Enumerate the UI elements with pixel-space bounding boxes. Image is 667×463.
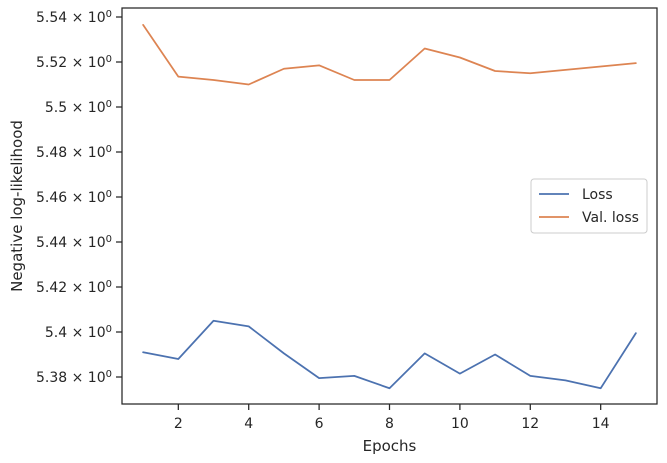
x-tick-label: 8 xyxy=(385,416,394,432)
x-tick-label: 14 xyxy=(592,416,610,432)
series-line-loss xyxy=(142,319,637,390)
plot-area xyxy=(142,23,637,390)
x-tick-label: 6 xyxy=(315,416,324,432)
y-tick-label: 5.38 × 100 xyxy=(36,369,112,387)
axes-frame xyxy=(121,7,658,405)
x-tick-label: 10 xyxy=(451,416,469,432)
x-tick-label: 4 xyxy=(244,416,253,432)
legend-label-loss: Loss xyxy=(582,187,613,203)
x-axis: 2 4 6 8 10 12 14 xyxy=(174,404,610,432)
y-axis-label: Negative log-likelihood xyxy=(8,120,26,292)
x-tick-label: 12 xyxy=(521,416,539,432)
series-line-val-loss xyxy=(142,23,637,86)
y-tick-label: 5.54 × 100 xyxy=(36,9,112,27)
y-tick-label: 5.46 × 100 xyxy=(36,189,112,207)
y-tick-label: 5.48 × 100 xyxy=(36,144,112,162)
legend-box xyxy=(530,178,648,234)
y-tick-label: 5.42 × 100 xyxy=(36,279,112,297)
y-tick-label: 5.4 × 100 xyxy=(45,324,112,342)
y-axis: 5.38 × 100 5.4 × 100 5.42 × 100 5.44 × 100 5… xyxy=(36,9,122,387)
legend: Loss Val. loss xyxy=(530,178,648,234)
x-axis-label: Epochs xyxy=(363,437,417,455)
y-tick-label: 5.44 × 100 xyxy=(36,234,112,252)
y-tick-label: 5.52 × 100 xyxy=(36,54,112,72)
x-tick-label: 2 xyxy=(174,416,183,432)
legend-label-val-loss: Val. loss xyxy=(582,210,639,226)
y-tick-label: 5.5 × 100 xyxy=(45,99,112,117)
